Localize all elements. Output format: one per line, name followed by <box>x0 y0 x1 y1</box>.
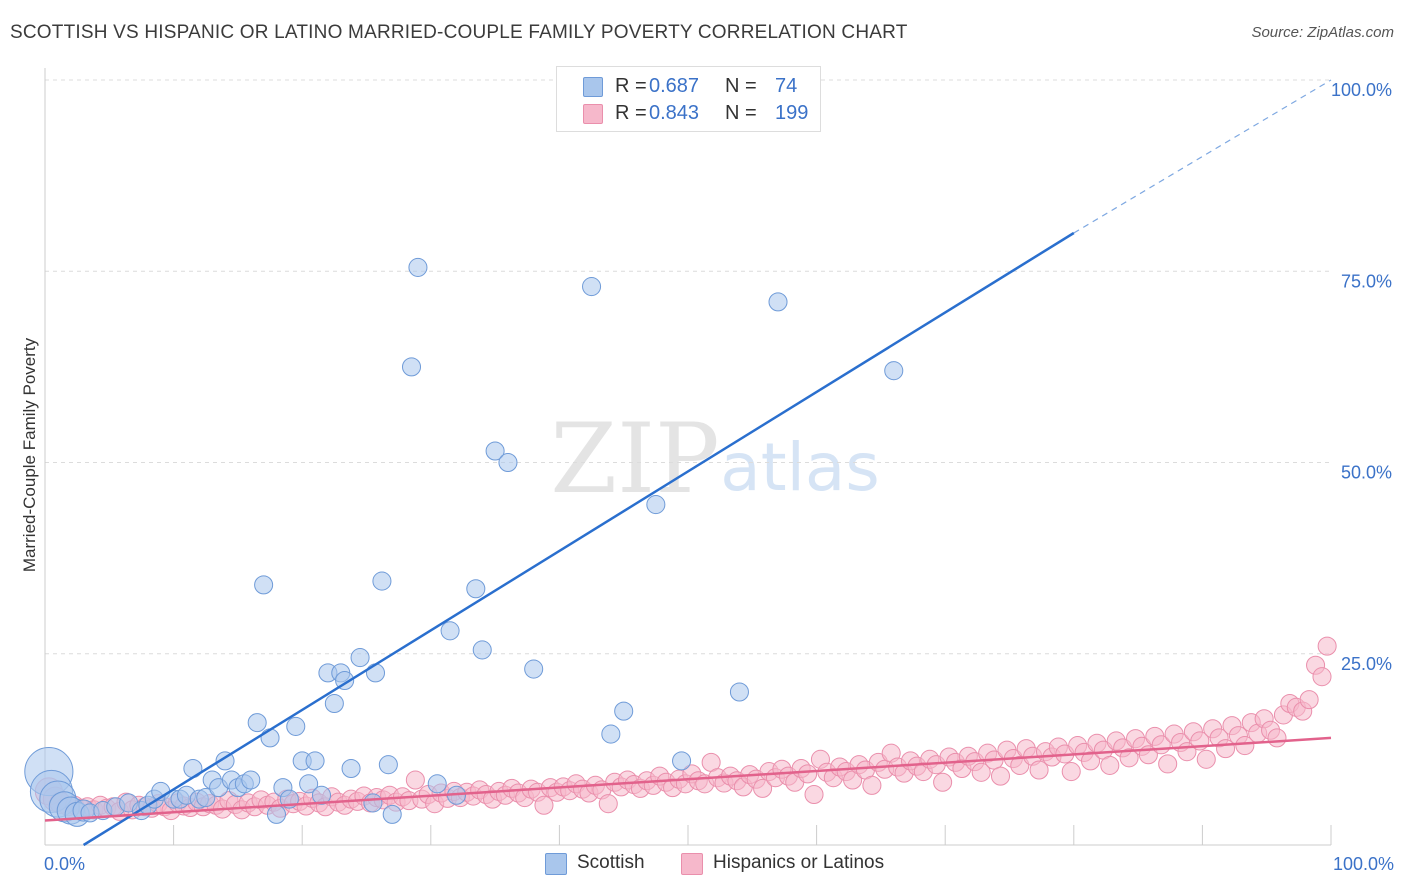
watermark-atlas: atlas <box>720 429 880 506</box>
watermark: ZIP atlas <box>550 403 879 515</box>
scottish-point <box>440 621 460 641</box>
scottish-point <box>299 774 319 794</box>
scottish-point <box>341 758 361 779</box>
hispanic-point <box>1080 751 1101 771</box>
scottish-point <box>401 357 422 377</box>
scottish-point <box>382 804 402 824</box>
n-label: N = <box>725 75 757 97</box>
scottish-point <box>247 713 267 733</box>
y-tick-label: 100.0% <box>1331 80 1392 100</box>
hispanic-point <box>862 775 882 795</box>
hispanic-point <box>1119 748 1139 768</box>
scottish-point <box>241 770 261 790</box>
bottom-legend: Scottish Hispanics or Latinos <box>0 852 1406 876</box>
chart-title: SCOTTISH VS HISPANIC OR LATINO MARRIED-C… <box>10 22 908 43</box>
scottish-point <box>372 571 392 591</box>
y-tick-label: 25.0% <box>1341 654 1392 674</box>
hispanic-point <box>1029 760 1049 780</box>
grid <box>45 79 1331 655</box>
hispanic-point <box>753 778 773 798</box>
scottish-point <box>305 751 325 771</box>
r-value: 0.687 <box>649 75 700 97</box>
watermark-zip: ZIP <box>550 403 719 515</box>
scottish-point <box>365 663 386 683</box>
scottish-point <box>884 361 904 381</box>
hispanic-point <box>534 795 554 815</box>
scottish-point <box>524 659 544 679</box>
scottish-swatch <box>545 853 567 875</box>
legend-label: Hispanics or Latinos <box>713 852 885 873</box>
legend-label: Scottish <box>577 852 645 873</box>
n-value: 74 <box>775 75 798 97</box>
scottish-point <box>498 452 518 473</box>
hispanic-point <box>990 766 1011 786</box>
scottish-point <box>485 441 505 461</box>
scottish-point <box>672 751 692 771</box>
r-value: 0.843 <box>649 102 700 124</box>
scottish-point <box>311 785 332 805</box>
n-label: N = <box>725 102 757 124</box>
hispanic-point <box>1196 749 1216 769</box>
hispanic-point <box>1235 736 1255 756</box>
scottish-point <box>350 648 370 668</box>
tick-labels: 25.0% 50.0% 75.0% 100.0% 0.0% 100.0% <box>44 80 1394 874</box>
y-tick-label: 50.0% <box>1341 463 1392 483</box>
axes <box>44 68 1332 846</box>
scottish-point <box>378 755 398 775</box>
hispanic-point <box>1061 762 1081 782</box>
scottish-point <box>286 716 306 736</box>
scottish-point <box>582 277 602 297</box>
y-tick-label: 75.0% <box>1341 271 1392 291</box>
scottish-point <box>254 575 274 595</box>
hispanic-point <box>598 794 618 814</box>
source-label: Source: ZipAtlas.com <box>1251 24 1394 41</box>
r-label: R = <box>615 75 647 97</box>
hispanic-trend-line <box>44 736 1332 822</box>
hispanic-point <box>1010 755 1030 775</box>
hispanic-point <box>804 784 824 805</box>
scottish-point <box>614 701 634 721</box>
trend-lines <box>44 79 1332 847</box>
scottish-point <box>260 728 280 748</box>
hispanic-point <box>405 770 425 790</box>
hispanic-point <box>933 772 953 792</box>
hispanic-point <box>1317 636 1337 656</box>
stats-legend: R = 0.687 N = 74 R = 0.843 N = 199 <box>556 66 821 132</box>
n-value: 199 <box>775 102 809 124</box>
scottish-point <box>729 682 749 702</box>
scottish-point <box>408 257 428 277</box>
r-label: R = <box>615 102 647 124</box>
hispanic-swatch <box>583 104 603 124</box>
hispanic-point <box>1312 667 1332 687</box>
scottish-series <box>24 70 904 827</box>
scottish-point <box>646 495 666 515</box>
stats-row-hispanic: R = 0.843 N = 199 <box>557 102 820 128</box>
scottish-point <box>324 693 344 713</box>
hispanic-swatch <box>681 853 703 875</box>
scottish-point <box>215 751 235 771</box>
hispanic-point <box>1100 755 1120 775</box>
scottish-point <box>363 793 383 813</box>
scottish-swatch <box>583 77 603 97</box>
scottish-point <box>266 804 287 824</box>
scottish-point <box>768 292 788 312</box>
scottish-point <box>466 579 486 599</box>
hispanic-point <box>1299 690 1319 710</box>
hispanic-point <box>1267 728 1287 748</box>
hispanic-series <box>34 636 1337 821</box>
hispanic-point <box>971 762 991 782</box>
x-tick-label: 0.0% <box>44 854 85 874</box>
scottish-point <box>196 788 216 808</box>
x-tick-label: 100.0% <box>1333 854 1394 874</box>
scottish-trend-line <box>82 231 1075 847</box>
scottish-point <box>427 774 447 794</box>
scottish-trend-extension <box>1073 79 1332 234</box>
scottish-point <box>472 640 492 660</box>
hispanic-point <box>798 764 818 784</box>
hispanic-point <box>1158 754 1178 774</box>
scottish-point <box>601 724 621 744</box>
stats-row-scottish: R = 0.687 N = 74 <box>557 75 820 101</box>
